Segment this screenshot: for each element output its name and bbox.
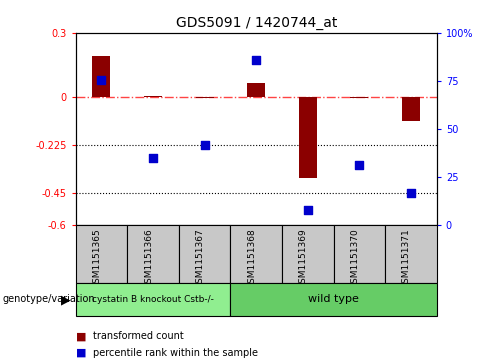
Bar [402,97,420,121]
Text: genotype/variation: genotype/variation [2,294,95,305]
Bar [230,283,437,316]
Text: GSM1151371: GSM1151371 [402,228,411,289]
Point [149,155,157,160]
Text: ▶: ▶ [61,293,71,306]
Bar [350,97,368,98]
Point [407,190,415,196]
Bar [334,225,385,283]
Text: ■: ■ [76,331,86,341]
Bar [247,83,265,97]
Text: percentile rank within the sample: percentile rank within the sample [93,347,258,358]
Text: GSM1151365: GSM1151365 [92,228,102,289]
Text: GSM1151369: GSM1151369 [299,228,308,289]
Bar [179,225,230,283]
Bar [196,97,214,98]
Text: GSM1151370: GSM1151370 [350,228,359,289]
Bar [92,56,110,97]
Bar [385,225,437,283]
Point [201,142,208,148]
Text: GSM1151368: GSM1151368 [247,228,256,289]
Bar [230,225,282,283]
Text: wild type: wild type [308,294,359,305]
Bar [299,97,317,178]
Point [355,162,363,168]
Text: GSM1151366: GSM1151366 [144,228,153,289]
Bar [144,96,162,97]
Bar [127,225,179,283]
Bar [76,225,127,283]
Text: cystatin B knockout Cstb-/-: cystatin B knockout Cstb-/- [92,295,214,304]
Point [98,77,105,83]
Point [252,58,260,64]
Bar [76,283,230,316]
Point [304,207,312,213]
Bar [282,225,334,283]
Title: GDS5091 / 1420744_at: GDS5091 / 1420744_at [176,16,337,30]
Text: ■: ■ [76,347,86,358]
Text: GSM1151367: GSM1151367 [196,228,204,289]
Text: transformed count: transformed count [93,331,183,341]
